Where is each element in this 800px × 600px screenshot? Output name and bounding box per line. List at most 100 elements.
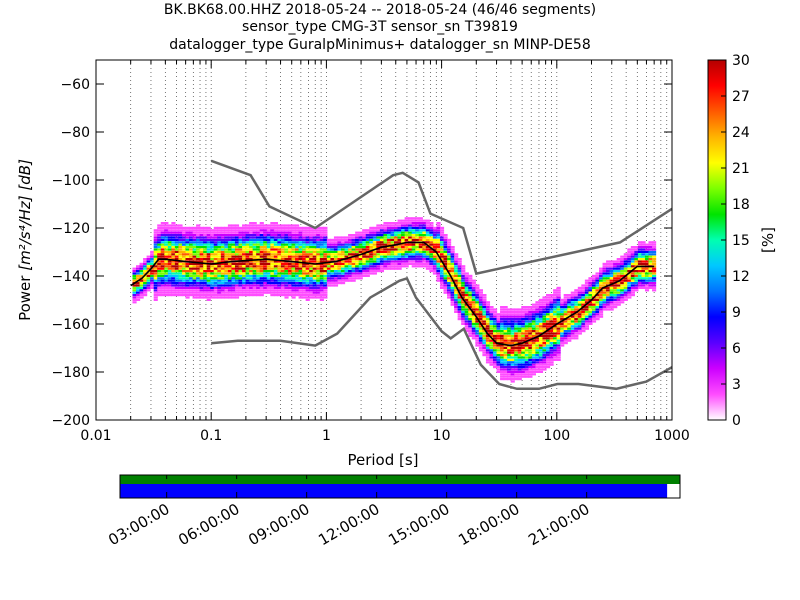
heatmap-cell xyxy=(545,337,551,340)
heatmap-cell xyxy=(521,339,526,342)
heatmap-cell xyxy=(492,334,498,337)
heatmap-cell xyxy=(496,356,501,359)
heatmap-cell xyxy=(150,262,155,265)
heatmap-cell xyxy=(454,306,459,309)
heatmap-cell xyxy=(415,226,420,229)
heatmap-cell xyxy=(443,260,448,263)
heatmap-cell xyxy=(581,294,586,297)
heatmap-cell xyxy=(245,260,250,263)
heatmap-cell xyxy=(217,277,222,280)
heatmap-cell xyxy=(139,291,144,294)
heatmap-cell xyxy=(231,234,236,237)
heatmap-cell xyxy=(139,282,144,285)
heatmap-cell xyxy=(291,265,296,268)
heatmap-cell xyxy=(652,274,657,277)
heatmap-cell xyxy=(397,219,402,222)
heatmap-cell xyxy=(648,279,653,282)
heatmap-cell xyxy=(599,272,604,275)
heatmap-cell xyxy=(284,270,289,273)
heatmap-cell xyxy=(538,310,544,313)
heatmap-cell xyxy=(457,270,462,273)
heatmap-cell xyxy=(160,262,165,265)
heatmap-cell xyxy=(570,332,575,335)
heatmap-cell xyxy=(588,315,593,318)
heatmap-cell xyxy=(454,308,459,311)
heatmap-cell xyxy=(174,234,180,237)
heatmap-cell xyxy=(503,310,508,313)
heatmap-cell xyxy=(521,351,526,354)
heatmap-cell xyxy=(153,229,158,232)
heatmap-cell xyxy=(531,342,536,345)
heatmap-cell xyxy=(305,255,310,258)
heatmap-cell xyxy=(496,320,501,323)
heatmap-cell xyxy=(630,267,635,270)
heatmap-cell xyxy=(270,289,275,292)
heatmap-cell xyxy=(404,238,409,241)
heatmap-cell xyxy=(464,296,469,299)
heatmap-cell xyxy=(319,238,324,241)
heatmap-cell xyxy=(266,270,271,273)
heatmap-cell xyxy=(217,296,222,299)
heatmap-cell xyxy=(234,238,240,241)
heatmap-cell xyxy=(432,260,438,263)
heatmap-cell xyxy=(538,308,544,311)
heatmap-cell xyxy=(553,330,558,333)
heatmap-cell xyxy=(192,267,197,270)
heatmap-cell xyxy=(535,310,540,313)
heatmap-cell xyxy=(270,262,275,265)
time-tick-label: 18:00:00 xyxy=(455,500,522,549)
heatmap-cell xyxy=(503,378,508,381)
heatmap-cell xyxy=(644,248,650,251)
heatmap-cell xyxy=(461,267,466,270)
heatmap-cell xyxy=(570,296,575,299)
heatmap-cell xyxy=(390,246,395,249)
heatmap-cell xyxy=(616,301,621,304)
heatmap-cell xyxy=(461,284,466,287)
heatmap-cell xyxy=(355,241,360,244)
heatmap-cell xyxy=(309,265,314,268)
heatmap-cell xyxy=(150,255,155,258)
heatmap-cell xyxy=(404,250,409,253)
heatmap-cell xyxy=(602,308,607,311)
heatmap-cell xyxy=(189,229,194,232)
heatmap-cell xyxy=(528,337,533,340)
heatmap-cell xyxy=(231,294,236,297)
heatmap-cell xyxy=(256,260,261,263)
heatmap-cell xyxy=(192,241,197,244)
heatmap-cell xyxy=(167,289,172,292)
heatmap-cell xyxy=(203,291,208,294)
heatmap-cell xyxy=(521,368,526,371)
heatmap-cell xyxy=(305,298,310,301)
heatmap-cell xyxy=(284,279,289,282)
heatmap-cell xyxy=(249,286,254,289)
heatmap-cell xyxy=(263,284,268,287)
heatmap-cell xyxy=(542,339,547,342)
heatmap-cell xyxy=(277,272,282,275)
heatmap-cell xyxy=(439,279,445,282)
heatmap-cell xyxy=(157,229,162,232)
heatmap-cell xyxy=(319,250,324,253)
heatmap-cell xyxy=(263,262,268,265)
heatmap-cell xyxy=(192,265,197,268)
heatmap-cell xyxy=(439,262,445,265)
heatmap-cell xyxy=(181,286,187,289)
heatmap-cell xyxy=(171,224,176,227)
heatmap-cell xyxy=(365,255,370,258)
heatmap-cell xyxy=(394,260,399,263)
heatmap-cell xyxy=(394,229,399,232)
heatmap-cell xyxy=(319,234,324,237)
heatmap-cell xyxy=(475,337,480,340)
heatmap-cell xyxy=(379,270,385,273)
heatmap-cell xyxy=(475,334,480,337)
heatmap-cell xyxy=(273,243,278,246)
heatmap-cell xyxy=(312,277,317,280)
heatmap-cell xyxy=(298,260,303,263)
heatmap-cell xyxy=(588,301,593,304)
heatmap-cell xyxy=(167,272,172,275)
heatmap-cell xyxy=(224,243,229,246)
heatmap-cell xyxy=(630,279,635,282)
heatmap-cell xyxy=(447,262,452,265)
heatmap-cell xyxy=(542,337,547,340)
heatmap-cell xyxy=(143,267,148,270)
heatmap-cell xyxy=(464,301,469,304)
